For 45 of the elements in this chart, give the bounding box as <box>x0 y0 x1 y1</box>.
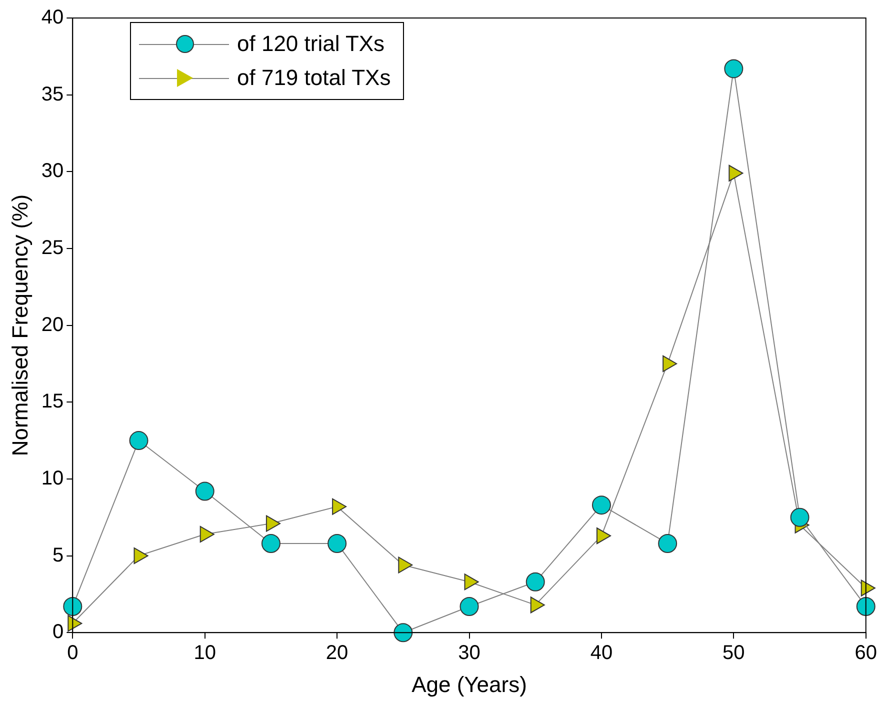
y-tick-label: 30 <box>41 160 64 182</box>
point <box>658 534 678 553</box>
point <box>266 515 280 532</box>
point <box>790 508 810 527</box>
point <box>68 615 82 632</box>
x-tick-label: 10 <box>194 642 216 664</box>
y-tick-label: 35 <box>41 83 64 106</box>
point <box>332 498 347 515</box>
y-tick-label: 15 <box>41 390 64 413</box>
point <box>63 596 82 616</box>
x-axis-title: Age (Years) <box>412 672 527 697</box>
x-tick-label: 0 <box>67 642 78 664</box>
legend-label: of 719 total TXs <box>237 65 391 91</box>
point <box>328 534 347 553</box>
point <box>728 164 744 182</box>
point <box>398 556 413 574</box>
y-tick-label: 5 <box>52 544 64 566</box>
point <box>530 596 545 614</box>
point <box>592 496 611 515</box>
point <box>261 534 280 553</box>
y-tick-label: 0 <box>52 621 64 644</box>
point <box>200 526 214 543</box>
x-tick-label: 60 <box>854 642 877 664</box>
legend-label: of 120 trial TXs <box>237 31 385 57</box>
y-tick-label: 25 <box>41 236 64 259</box>
point <box>394 623 413 642</box>
point <box>860 580 876 596</box>
y-tick-label: 10 <box>41 467 64 490</box>
x-tick-label: 20 <box>326 642 348 664</box>
point <box>856 596 876 616</box>
point <box>464 574 479 590</box>
point <box>129 431 148 450</box>
point <box>526 572 545 592</box>
point <box>460 596 479 616</box>
point <box>662 355 678 372</box>
x-tick-label: 50 <box>722 642 745 664</box>
point <box>195 482 214 501</box>
point <box>596 528 611 544</box>
y-axis-title: Normalised Frequency (%) <box>7 194 32 456</box>
point <box>724 59 744 78</box>
x-tick-label: 30 <box>458 642 480 664</box>
x-tick-label: 40 <box>590 642 613 664</box>
point <box>134 547 148 564</box>
y-tick-label: 20 <box>41 314 64 336</box>
y-tick-label: 40 <box>41 6 64 29</box>
